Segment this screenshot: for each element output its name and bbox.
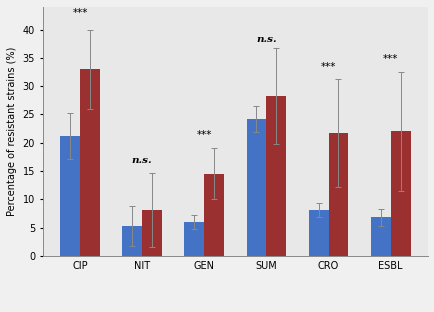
Text: ***: ***: [320, 62, 335, 72]
Text: ***: ***: [196, 130, 211, 140]
Legend: Outpatients, Inpatients: Outpatients, Inpatients: [158, 308, 312, 312]
Bar: [246, 119, 266, 256]
Bar: [204, 174, 224, 256]
Bar: [80, 69, 100, 256]
Text: ***: ***: [382, 54, 398, 64]
Bar: [184, 222, 204, 256]
Y-axis label: Percentage of resistant strains (%): Percentage of resistant strains (%): [7, 47, 17, 216]
Bar: [266, 96, 286, 256]
Text: n.s.: n.s.: [256, 35, 276, 44]
Bar: [328, 133, 348, 256]
Bar: [122, 226, 142, 256]
Bar: [60, 136, 80, 256]
Bar: [142, 210, 162, 256]
Bar: [370, 217, 390, 256]
Bar: [308, 210, 328, 256]
Text: ***: ***: [72, 8, 88, 18]
Bar: [390, 131, 410, 256]
Text: n.s.: n.s.: [132, 156, 152, 165]
